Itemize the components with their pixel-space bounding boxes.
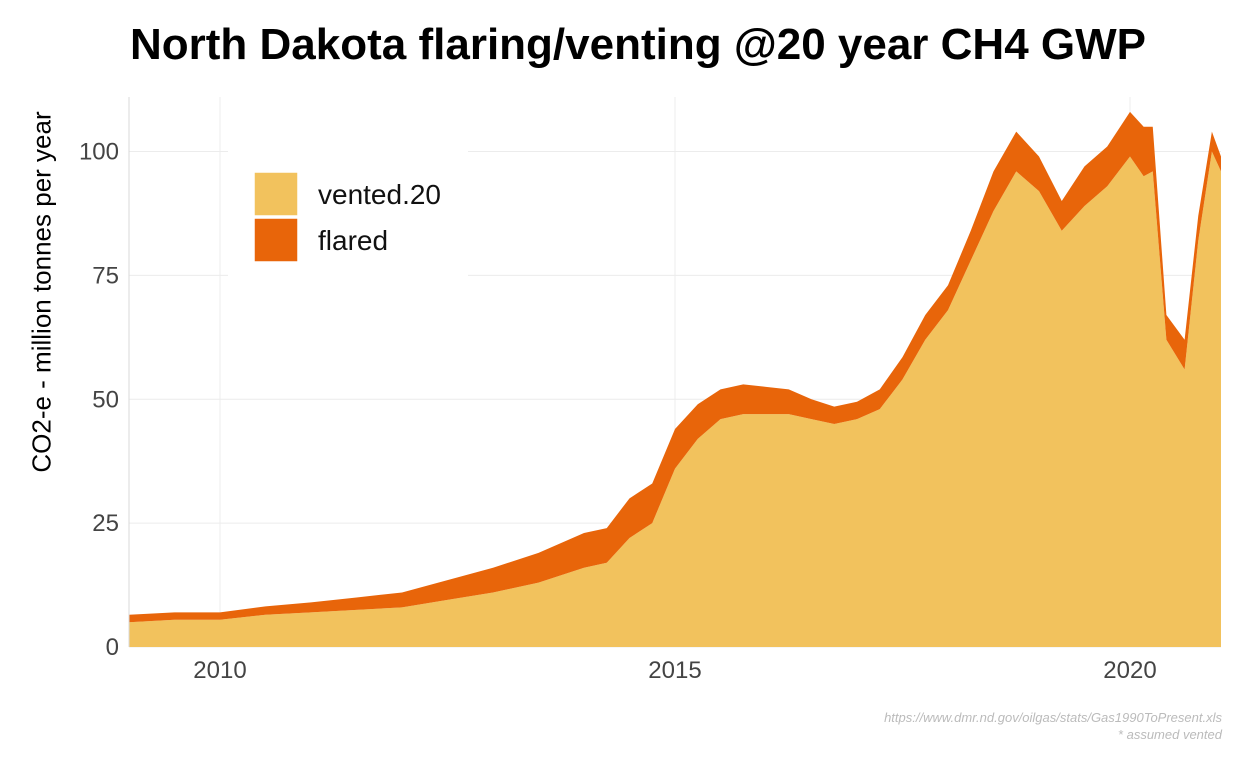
x-tick-label: 2020 <box>1103 657 1156 684</box>
legend-swatch <box>253 171 299 217</box>
note-caption: * assumed vented <box>1117 727 1222 742</box>
source-caption: https://www.dmr.nd.gov/oilgas/stats/Gas1… <box>884 710 1222 725</box>
legend-label: flared <box>318 225 388 256</box>
legend-swatch <box>253 217 299 263</box>
y-tick-label: 50 <box>92 386 119 413</box>
y-tick-label: 100 <box>79 139 119 166</box>
area-vented-20 <box>129 151 1221 647</box>
x-tick-label: 2010 <box>193 657 246 684</box>
area-flared <box>129 111 1221 623</box>
area-series <box>129 111 1221 647</box>
y-tick-label: 0 <box>106 634 119 661</box>
y-tick-label: 25 <box>92 510 119 537</box>
tick-labels: 0 25 50 75 100 2010 2015 2020 <box>79 139 1157 684</box>
legend-label: vented.20 <box>318 179 441 210</box>
chart-title: North Dakota flaring/venting @20 year CH… <box>130 20 1146 69</box>
x-tick-label: 2015 <box>648 657 701 684</box>
y-tick-label: 75 <box>92 262 119 289</box>
legend: vented.20 flared <box>228 150 468 285</box>
